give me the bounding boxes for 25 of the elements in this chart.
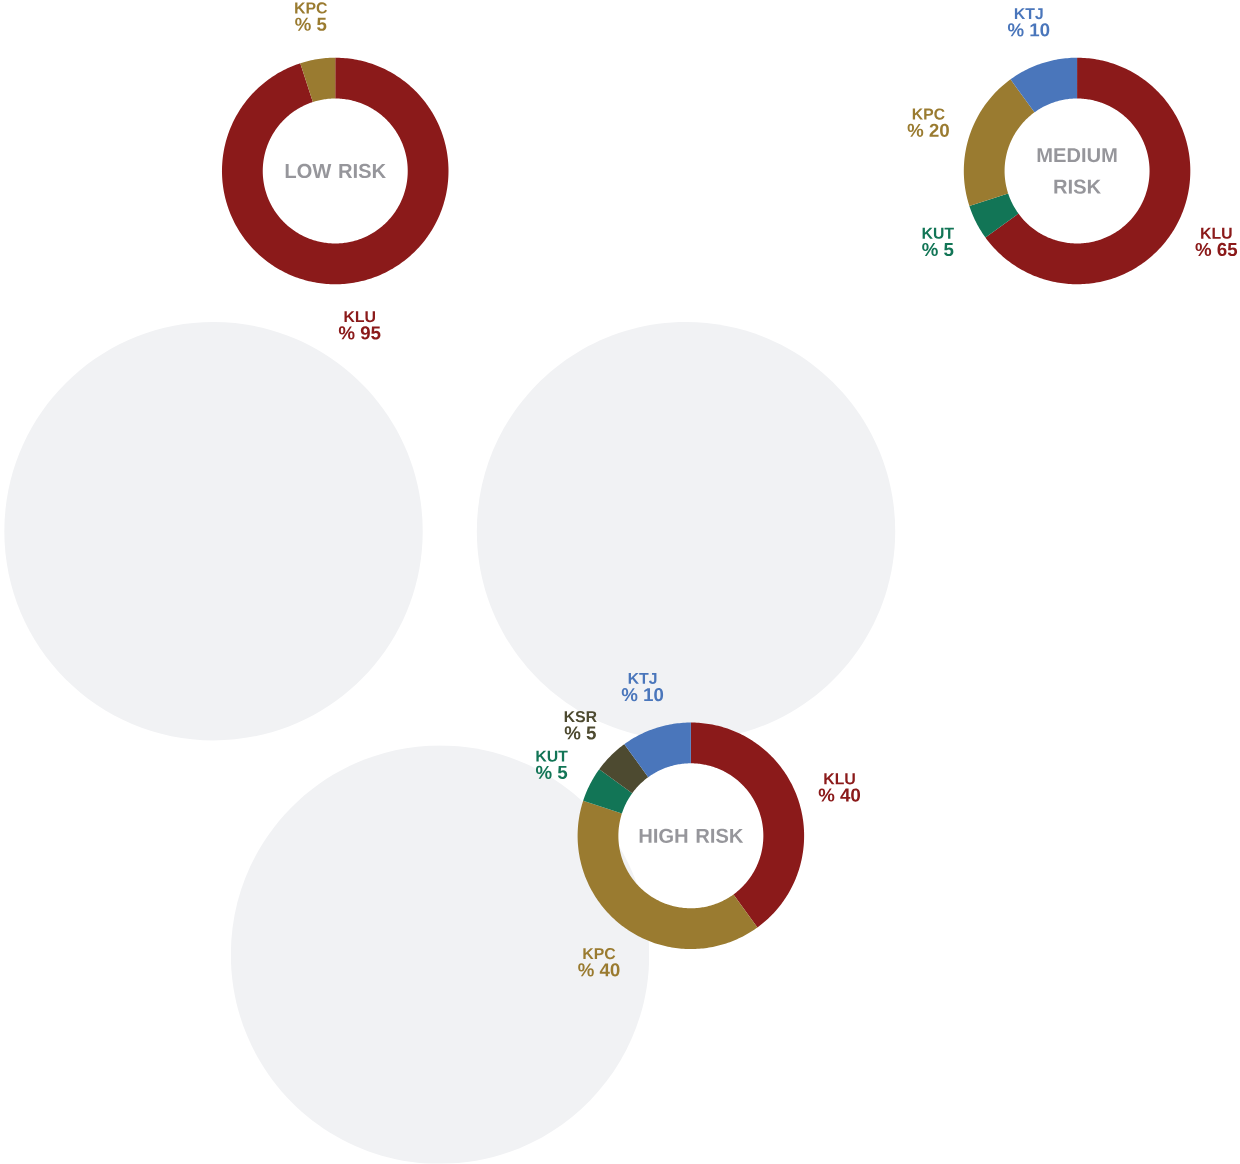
slice-label: KTJ bbox=[1014, 8, 1043, 20]
slice-label: KLU bbox=[344, 311, 375, 323]
data-label: % 40 bbox=[578, 963, 620, 977]
data-label: % 65 bbox=[1195, 242, 1238, 257]
data-label: % 20 bbox=[907, 123, 949, 137]
slice-label: KTJ bbox=[628, 673, 657, 685]
slice-label: KLU bbox=[1201, 227, 1232, 239]
slice-label: KPC bbox=[912, 108, 945, 120]
data-label: % 5 bbox=[295, 17, 327, 31]
text: MEDIUM RISK bbox=[1037, 148, 1117, 194]
text: LOW RISK bbox=[285, 163, 386, 179]
slice-label: KPC bbox=[295, 2, 328, 14]
data-label: % 10 bbox=[1007, 23, 1050, 37]
slice-label: KSR bbox=[564, 711, 597, 723]
data-label: % 5 bbox=[922, 242, 954, 257]
text: HIGH RISK bbox=[639, 828, 744, 843]
slice-label: KLU bbox=[824, 773, 855, 785]
data-label: % 5 bbox=[535, 765, 568, 780]
slice-label: KUT bbox=[536, 750, 568, 762]
data-label: % 10 bbox=[621, 688, 664, 702]
slice-label: KPC bbox=[583, 948, 616, 960]
data-label: % 95 bbox=[338, 326, 381, 340]
slice-label: KUT bbox=[922, 227, 954, 239]
data-label: % 5 bbox=[564, 726, 596, 740]
data-label: % 40 bbox=[818, 788, 861, 802]
